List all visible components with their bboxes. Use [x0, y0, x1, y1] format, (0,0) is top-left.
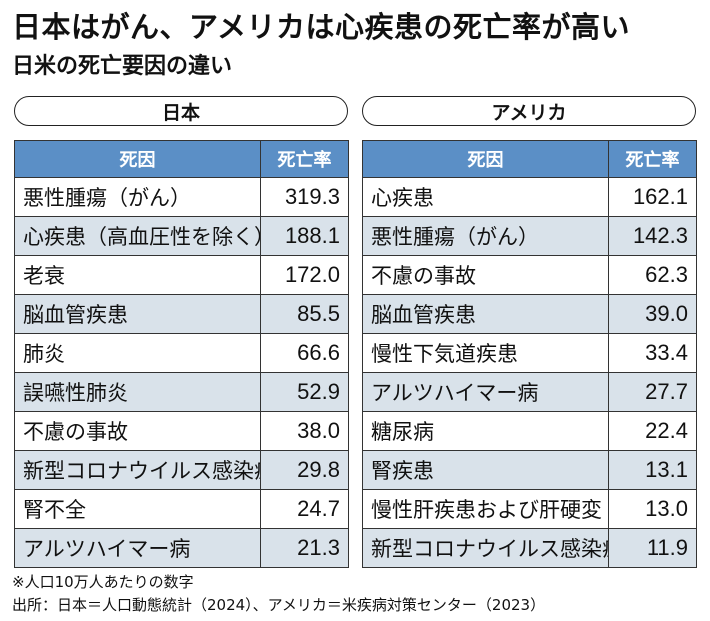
cause-cell: 脳血管疾患 — [362, 294, 609, 334]
cause-cell: 心疾患（高血圧性を除く） — [14, 216, 261, 256]
cause-cell: 老衰 — [14, 255, 261, 295]
table-row: 心疾患 162.1 — [362, 177, 697, 217]
rate-cell: 21.3 — [260, 528, 349, 568]
rate-cell: 162.1 — [608, 177, 697, 217]
cause-cell: 脳血管疾患 — [14, 294, 261, 334]
table-row: 心疾患（高血圧性を除く） 188.1 — [14, 216, 349, 256]
table-row: 悪性腫瘍（がん） 142.3 — [362, 216, 697, 256]
table-row: 腎疾患 13.1 — [362, 450, 697, 490]
cause-cell: アルツハイマー病 — [14, 528, 261, 568]
japan-table-body: 悪性腫瘍（がん） 319.3 心疾患（高血圧性を除く） 188.1 老衰 172.0 脳血管… — [14, 177, 349, 568]
usa-table-body: 心疾患 162.1 悪性腫瘍（がん） 142.3 不慮の事故 62.3 脳血管疾患 39.0 慢… — [362, 177, 697, 568]
table-row: 腎不全 24.7 — [14, 489, 349, 529]
rate-cell: 11.9 — [608, 528, 697, 568]
cause-cell: 慢性下気道疾患 — [362, 333, 609, 373]
header-rate: 死亡率 — [608, 140, 697, 178]
table-row: 糖尿病 22.4 — [362, 411, 697, 451]
usa-label: アメリカ — [362, 96, 696, 126]
rate-cell: 172.0 — [260, 255, 349, 295]
rate-cell: 33.4 — [608, 333, 697, 373]
header-cause: 死因 — [362, 140, 609, 178]
header-rate: 死亡率 — [260, 140, 349, 178]
cause-cell: 不慮の事故 — [362, 255, 609, 295]
footnote-source: 出所：日本＝人口動態統計（2024）、アメリカ＝米疾病対策センター（2023） — [12, 596, 546, 614]
page-subtitle: 日米の死亡要因の違い — [12, 54, 233, 79]
table-row: 肺炎 66.6 — [14, 333, 349, 373]
table-row: アルツハイマー病 27.7 — [362, 372, 697, 412]
table-row: アルツハイマー病 21.3 — [14, 528, 349, 568]
cause-cell: 新型コロナウイルス感染症 — [14, 450, 261, 490]
cause-cell: 糖尿病 — [362, 411, 609, 451]
table-row: 新型コロナウイルス感染症 29.8 — [14, 450, 349, 490]
rate-cell: 29.8 — [260, 450, 349, 490]
rate-cell: 39.0 — [608, 294, 697, 334]
cause-cell: アルツハイマー病 — [362, 372, 609, 412]
table-row: 新型コロナウイルス感染症 11.9 — [362, 528, 697, 568]
table-row: 脳血管疾患 85.5 — [14, 294, 349, 334]
rate-cell: 13.0 — [608, 489, 697, 529]
table-row: 老衰 172.0 — [14, 255, 349, 295]
rate-cell: 62.3 — [608, 255, 697, 295]
table-header-row: 死因 死亡率 — [362, 140, 697, 178]
cause-cell: 慢性肝疾患および肝硬変 — [362, 489, 609, 529]
japan-label: 日本 — [14, 96, 348, 126]
cause-cell: 悪性腫瘍（がん） — [14, 177, 261, 217]
rate-cell: 66.6 — [260, 333, 349, 373]
rate-cell: 142.3 — [608, 216, 697, 256]
cause-cell: 腎疾患 — [362, 450, 609, 490]
cause-cell: 新型コロナウイルス感染症 — [362, 528, 609, 568]
japan-panel: 日本 死因 死亡率 悪性腫瘍（がん） 319.3 心疾患（高血圧性を除く） 188.1… — [14, 96, 349, 568]
page-title: 日本はがん、アメリカは心疾患の死亡率が高い — [12, 10, 631, 44]
table-row: 不慮の事故 62.3 — [362, 255, 697, 295]
table-row: 慢性肝疾患および肝硬変 13.0 — [362, 489, 697, 529]
rate-cell: 319.3 — [260, 177, 349, 217]
rate-cell: 22.4 — [608, 411, 697, 451]
rate-cell: 85.5 — [260, 294, 349, 334]
rate-cell: 38.0 — [260, 411, 349, 451]
usa-table: 死因 死亡率 心疾患 162.1 悪性腫瘍（がん） 142.3 不慮の事故 62.3 脳血管… — [362, 140, 697, 568]
japan-table: 死因 死亡率 悪性腫瘍（がん） 319.3 心疾患（高血圧性を除く） 188.1 老衰 1… — [14, 140, 349, 568]
rate-cell: 13.1 — [608, 450, 697, 490]
footnote-note: ※人口10万人あたりの数字 — [12, 573, 194, 591]
cause-cell: 不慮の事故 — [14, 411, 261, 451]
rate-cell: 24.7 — [260, 489, 349, 529]
table-row: 不慮の事故 38.0 — [14, 411, 349, 451]
usa-panel: アメリカ 死因 死亡率 心疾患 162.1 悪性腫瘍（がん） 142.3 不慮の事故 62… — [362, 96, 697, 568]
cause-cell: 腎不全 — [14, 489, 261, 529]
cause-cell: 誤嚥性肺炎 — [14, 372, 261, 412]
cause-cell: 肺炎 — [14, 333, 261, 373]
table-row: 慢性下気道疾患 33.4 — [362, 333, 697, 373]
table-row: 誤嚥性肺炎 52.9 — [14, 372, 349, 412]
table-row: 悪性腫瘍（がん） 319.3 — [14, 177, 349, 217]
rate-cell: 52.9 — [260, 372, 349, 412]
table-row: 脳血管疾患 39.0 — [362, 294, 697, 334]
cause-cell: 心疾患 — [362, 177, 609, 217]
cause-cell: 悪性腫瘍（がん） — [362, 216, 609, 256]
header-cause: 死因 — [14, 140, 261, 178]
rate-cell: 27.7 — [608, 372, 697, 412]
table-header-row: 死因 死亡率 — [14, 140, 349, 178]
rate-cell: 188.1 — [260, 216, 349, 256]
